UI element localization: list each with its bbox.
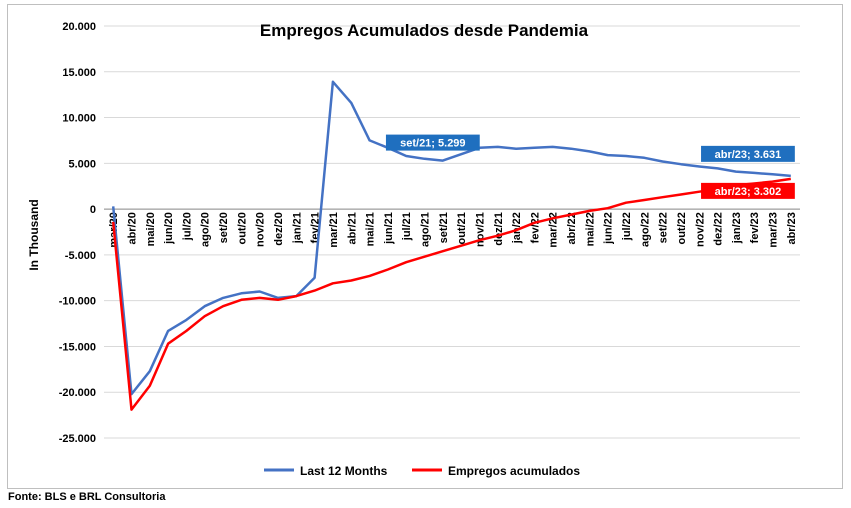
x-tick-label: set/22 [658,212,670,243]
x-tick-label: jun/22 [603,212,615,245]
x-tick-label: mai/21 [365,212,377,246]
x-tick-label: dez/20 [273,212,285,246]
x-tick-label: jul/20 [181,212,193,241]
x-tick-label: jan/23 [731,212,743,244]
y-tick-label: 5.000 [68,158,96,170]
line-chart: 20.000 15.000 10.000 5.000 0 -5.000 -10.000 -15… [27,21,800,478]
y-tick-label: -20.000 [59,387,96,399]
x-tick-label: out/21 [456,212,468,244]
x-tick-label: out/20 [236,212,248,244]
y-tick-label: -10.000 [59,296,96,308]
legend-label-last-12-months: Last 12 Months [300,464,388,478]
legend-label-empregos-acumulados: Empregos acumulados [448,464,580,478]
x-tick-label: mar/22 [548,212,560,247]
x-tick-label: jan/22 [511,212,523,244]
x-tick-label: fev/22 [529,212,541,243]
y-tick-label: 20.000 [62,21,96,33]
x-tick-label: jun/20 [163,212,175,245]
data-label-box [385,134,480,151]
chart-title: Empregos Acumulados desde Pandemia [260,21,589,40]
legend: Last 12 Months Empregos acumulados [264,464,580,478]
x-tick-label: jun/21 [383,212,395,245]
x-tick-label: out/22 [676,212,688,244]
x-tick-label: jul/21 [401,212,413,241]
x-tick-label: mar/23 [768,212,780,247]
x-tick-label: fev/23 [749,212,761,243]
data-label: set/21; 5.299 [400,138,465,150]
data-label: abr/23; 3.631 [715,149,782,161]
data-label-box [701,182,795,199]
x-tick-label: set/21 [438,212,450,243]
x-tick-label: mai/22 [584,212,596,246]
x-tick-label: abr/20 [126,212,138,244]
x-tick-label: dez/22 [713,212,725,246]
x-tick-label: mar/21 [328,212,340,247]
x-tick-label: abr/22 [566,212,578,244]
x-tick-label: ago/22 [639,212,651,247]
x-tick-label: mai/20 [145,212,157,246]
y-tick-label: -25.000 [59,433,96,445]
x-tick-label: nov/22 [694,212,706,247]
y-axis-title: In Thousand [27,199,41,270]
x-tick-label: abr/23 [786,212,798,244]
x-tick-label: dez/21 [493,212,505,246]
series-line-last-12-months [111,80,791,396]
x-tick-label: abr/21 [346,212,358,244]
y-tick-label: 10.000 [62,113,96,125]
source-note: Fonte: BLS e BRL Consultoria [8,491,166,503]
x-tick-label: ago/21 [420,212,432,247]
x-tick-label: ago/20 [200,212,212,247]
chart-frame: 20.000 15.000 10.000 5.000 0 -5.000 -10.000 -15… [7,4,843,489]
data-label: abr/23; 3.302 [715,186,782,198]
y-tick-label: 15.000 [62,67,96,79]
y-tick-label: -5.000 [65,250,96,262]
x-tick-label: set/20 [218,212,230,243]
x-tick-label: jan/21 [291,212,303,244]
y-tick-label: -15.000 [59,341,96,353]
data-label-box [701,145,795,162]
x-tick-label: jul/22 [621,212,633,241]
y-tick-label: 0 [90,204,96,216]
x-tick-label: nov/20 [255,212,267,247]
series-line-empregos-acumulados [111,177,791,411]
